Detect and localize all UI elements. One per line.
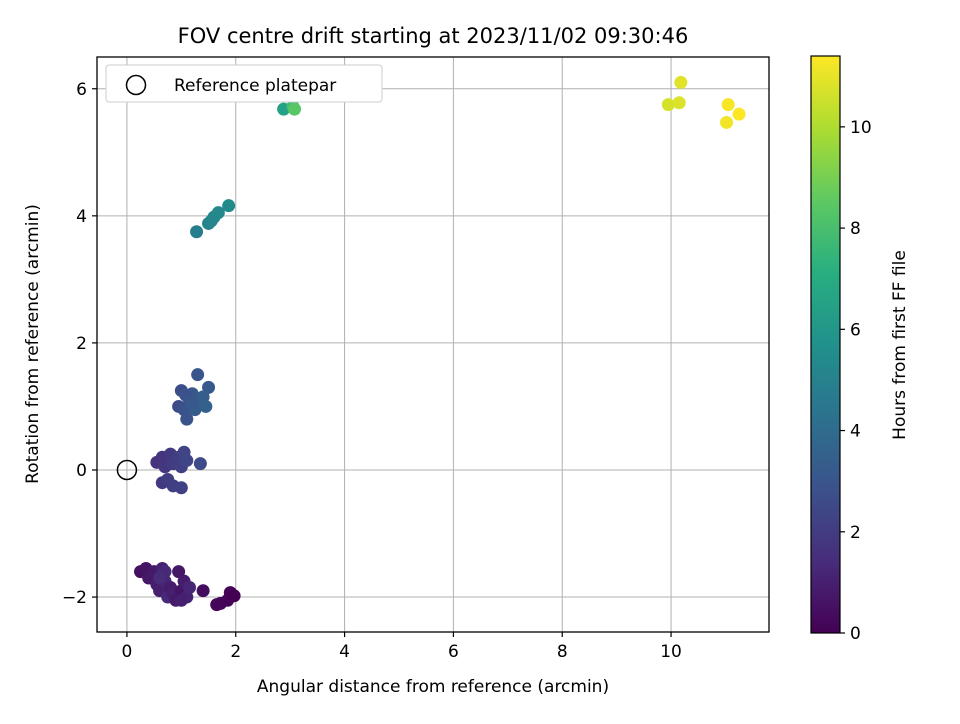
x-axis-ticks: 0 2 4 6 8 10 bbox=[122, 632, 682, 662]
data-point bbox=[196, 584, 210, 598]
reference-platepar-marker bbox=[116, 459, 138, 481]
data-point bbox=[227, 589, 241, 603]
data-point bbox=[183, 581, 197, 595]
data-point bbox=[180, 453, 194, 467]
data-point bbox=[199, 399, 213, 413]
grid-lines bbox=[97, 57, 769, 632]
data-point bbox=[153, 571, 167, 585]
y-tick-label: 6 bbox=[76, 80, 87, 100]
colorbar-tick-label: 0 bbox=[850, 624, 861, 644]
data-point bbox=[720, 115, 734, 129]
colorbar-ticks: 0 2 4 6 8 10 bbox=[840, 118, 872, 644]
data-point bbox=[674, 75, 688, 89]
data-point bbox=[193, 457, 207, 471]
data-point bbox=[202, 380, 216, 394]
colorbar-tick-label: 4 bbox=[850, 422, 861, 442]
x-tick-label: 8 bbox=[557, 642, 568, 662]
data-point bbox=[732, 107, 746, 121]
plot-frame bbox=[96, 56, 770, 633]
data-point bbox=[174, 593, 188, 607]
legend-box bbox=[105, 64, 383, 103]
legend: Reference platepar bbox=[105, 64, 383, 103]
y-tick-label: 0 bbox=[76, 461, 87, 481]
data-point bbox=[288, 102, 302, 116]
colorbar-label: Hours from first FF file bbox=[890, 250, 910, 440]
colorbar-tick-label: 8 bbox=[850, 219, 861, 239]
x-tick-label: 2 bbox=[230, 642, 241, 662]
data-point bbox=[672, 96, 686, 110]
colorbar-tick-label: 10 bbox=[850, 118, 872, 138]
chart-title: FOV centre drift starting at 2023/11/02 … bbox=[178, 24, 689, 48]
colorbar-frame bbox=[810, 55, 841, 634]
data-point bbox=[172, 565, 186, 579]
colorbar-tick-label: 2 bbox=[850, 523, 861, 543]
x-tick-label: 6 bbox=[448, 642, 459, 662]
data-point bbox=[721, 98, 735, 112]
data-point bbox=[661, 98, 675, 112]
data-point bbox=[211, 206, 225, 220]
x-tick-label: 0 bbox=[122, 642, 133, 662]
y-tick-label: −2 bbox=[62, 588, 87, 608]
x-tick-label: 10 bbox=[660, 642, 682, 662]
data-points bbox=[116, 75, 746, 612]
colorbar-tick-label: 6 bbox=[850, 320, 861, 340]
y-axis-label: Rotation from reference (arcmin) bbox=[23, 204, 43, 484]
data-point bbox=[180, 412, 194, 426]
x-tick-label: 4 bbox=[339, 642, 350, 662]
x-axis-label: Angular distance from reference (arcmin) bbox=[257, 677, 609, 697]
colorbar-gradient bbox=[811, 56, 840, 633]
data-point bbox=[222, 199, 236, 213]
data-point bbox=[174, 481, 188, 495]
y-tick-label: 2 bbox=[76, 334, 87, 354]
y-tick-label: 4 bbox=[76, 207, 87, 227]
data-point bbox=[190, 225, 204, 239]
data-point bbox=[191, 368, 205, 382]
y-axis-ticks: −2 0 2 4 6 bbox=[62, 80, 97, 608]
legend-label: Reference platepar bbox=[174, 76, 336, 96]
legend-marker bbox=[125, 74, 147, 96]
data-point bbox=[184, 396, 198, 410]
colorbar: 0 2 4 6 8 10 Hours from first FF file bbox=[810, 55, 910, 644]
